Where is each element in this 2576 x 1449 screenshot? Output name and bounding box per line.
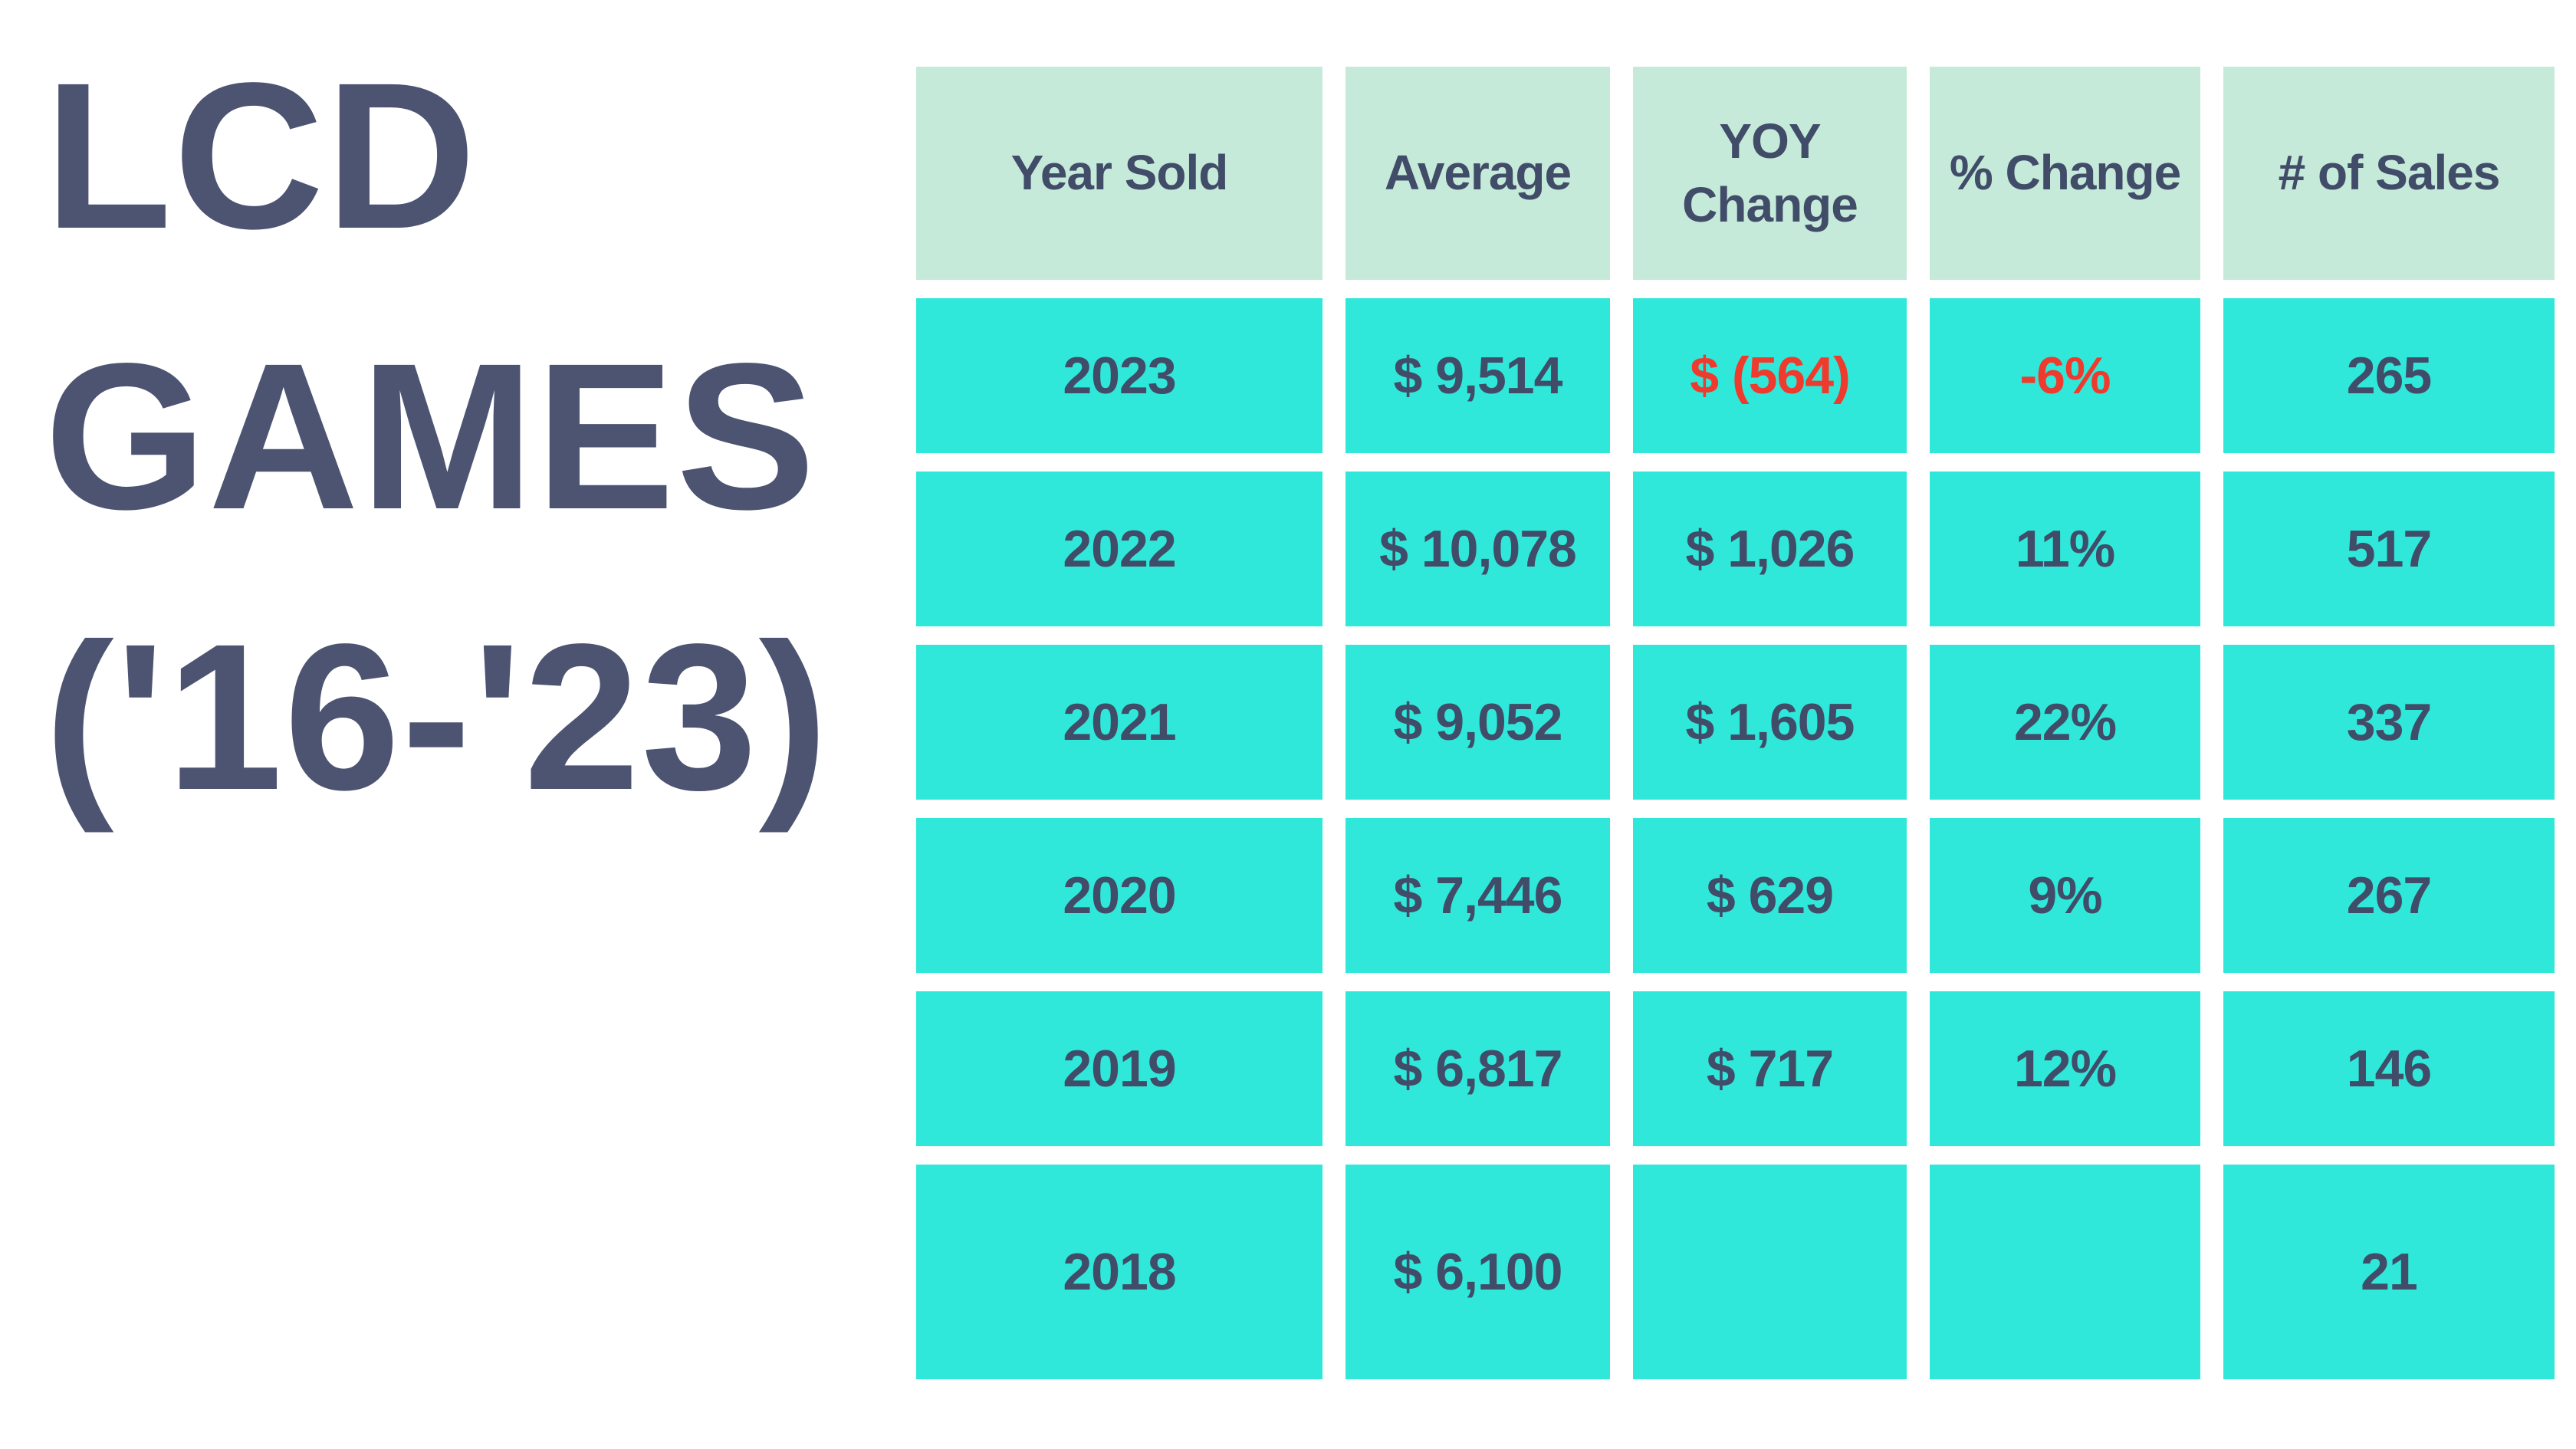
average-cell: $ 7,446: [1346, 818, 1610, 973]
sales-cell: 337: [2223, 645, 2555, 800]
yoy-cell: $ 629: [1633, 818, 1907, 973]
col-header-num-sales: # of Sales: [2223, 67, 2555, 280]
year-cell: 2021: [916, 645, 1322, 800]
sales-table: Year Sold Average YOY Change % Change # …: [916, 67, 2555, 1379]
pct-cell: 9%: [1930, 818, 2200, 973]
pct-cell: 22%: [1930, 645, 2200, 800]
sales-cell: 265: [2223, 298, 2555, 453]
pct-cell: 12%: [1930, 991, 2200, 1146]
sales-cell: 267: [2223, 818, 2555, 973]
pct-cell: [1930, 1165, 2200, 1379]
yoy-cell: $ 717: [1633, 991, 1907, 1146]
average-cell: $ 10,078: [1346, 472, 1610, 626]
yoy-cell: $ (564): [1633, 298, 1907, 453]
title-line-2: GAMES: [44, 320, 817, 553]
year-cell: 2023: [916, 298, 1322, 453]
col-header-yoy-change: YOY Change: [1633, 67, 1907, 280]
pct-cell: 11%: [1930, 472, 2200, 626]
page-title: LCD GAMES ('16-'23): [44, 15, 903, 857]
yoy-cell: $ 1,605: [1633, 645, 1907, 800]
average-cell: $ 6,100: [1346, 1165, 1610, 1379]
yoy-cell: [1633, 1165, 1907, 1379]
average-cell: $ 9,052: [1346, 645, 1610, 800]
title-line-3: ('16-'23): [44, 600, 830, 833]
year-cell: 2022: [916, 472, 1322, 626]
average-cell: $ 9,514: [1346, 298, 1610, 453]
year-cell: 2020: [916, 818, 1322, 973]
title-line-1: LCD: [44, 39, 478, 272]
col-header-pct-change: % Change: [1930, 67, 2200, 280]
pct-cell: -6%: [1930, 298, 2200, 453]
yoy-cell: $ 1,026: [1633, 472, 1907, 626]
average-cell: $ 6,817: [1346, 991, 1610, 1146]
sales-cell: 517: [2223, 472, 2555, 626]
col-header-year-sold: Year Sold: [916, 67, 1322, 280]
sales-cell: 21: [2223, 1165, 2555, 1379]
sales-cell: 146: [2223, 991, 2555, 1146]
year-cell: 2019: [916, 991, 1322, 1146]
col-header-average: Average: [1346, 67, 1610, 280]
year-cell: 2018: [916, 1165, 1322, 1379]
